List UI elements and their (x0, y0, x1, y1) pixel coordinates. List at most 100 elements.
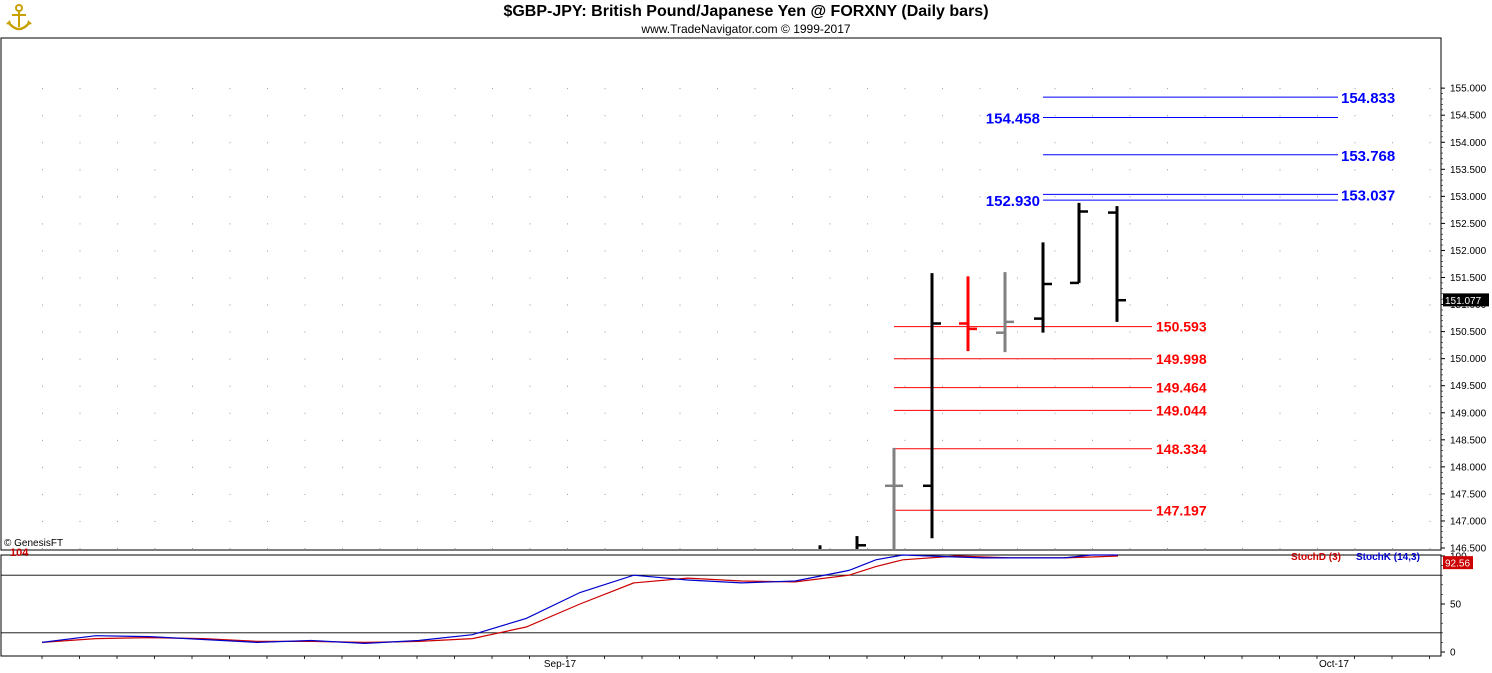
grid-dot (192, 142, 193, 144)
grid-dot (229, 412, 231, 414)
ohlc-bar (1070, 202, 1088, 285)
grid-dot (942, 520, 943, 522)
grid-dot (1129, 412, 1131, 414)
grid-dot (642, 250, 643, 252)
grid-dot (979, 548, 981, 549)
grid-dot (867, 196, 868, 198)
grid-dot (229, 277, 231, 279)
grid-dot (904, 331, 906, 333)
grid-dot (1354, 385, 1356, 387)
grid-dot (829, 88, 831, 90)
y-tick-label: 148.500 (1450, 435, 1487, 446)
grid-dot (304, 358, 306, 360)
grid-dot (642, 169, 643, 171)
y-tick-label: 154.500 (1450, 111, 1487, 122)
grid-dot (567, 520, 568, 522)
grid-dot (304, 115, 306, 117)
grid-dot (454, 385, 456, 387)
grid-dot (1354, 223, 1356, 225)
grid-dot (42, 169, 43, 171)
grid-dot (754, 115, 756, 117)
grid-dot (1242, 548, 1243, 549)
grid-dot (117, 412, 118, 414)
grid-dot (904, 88, 906, 90)
y-tick-label: 155.000 (1450, 84, 1487, 95)
grid-dot (642, 223, 643, 225)
grid-dot (679, 548, 681, 549)
grid-dot (529, 466, 531, 468)
grid-dot (529, 250, 531, 252)
red-level-label: 149.044 (1156, 402, 1207, 418)
grid-dot (304, 412, 306, 414)
grid-dot (829, 331, 831, 333)
grid-dot (417, 88, 418, 90)
grid-dot (1092, 142, 1093, 144)
grid-dot (867, 358, 868, 360)
grid-dot (42, 466, 43, 468)
grid-dot (567, 385, 568, 387)
grid-dot (1279, 439, 1281, 441)
grid-dot (1242, 412, 1243, 414)
grid-dot (1317, 385, 1318, 387)
grid-dot (979, 196, 981, 198)
ohlc-bars (818, 202, 1126, 549)
grid-dot (492, 196, 493, 198)
grid-dot (1017, 466, 1018, 468)
grid-dot (1242, 358, 1243, 360)
grid-dot (192, 412, 193, 414)
grid-dot (1092, 331, 1093, 333)
grid-dot (1429, 520, 1431, 522)
grid-dot (192, 331, 193, 333)
grid-dot (267, 548, 268, 549)
grid-dot (379, 169, 381, 171)
grid-dot (529, 223, 531, 225)
grid-dot (679, 331, 681, 333)
grid-dot (717, 358, 718, 360)
grid-dot (229, 88, 231, 90)
grid-dot (754, 250, 756, 252)
grid-dot (679, 196, 681, 198)
grid-dot (529, 520, 531, 522)
grid-dot (754, 196, 756, 198)
grid-dot (1167, 412, 1168, 414)
grid-dot (492, 250, 493, 252)
grid-dot (1092, 520, 1093, 522)
grid-dot (492, 88, 493, 90)
grid-dot (342, 223, 343, 225)
red-level-label: 150.593 (1156, 319, 1207, 335)
grid-dot (829, 196, 831, 198)
grid-dot (342, 520, 343, 522)
grid-dot (492, 385, 493, 387)
grid-dot (492, 115, 493, 117)
grid-dot (1429, 88, 1431, 90)
grid-dot (1354, 277, 1356, 279)
grid-dot (1317, 548, 1318, 549)
grid-dot (1054, 412, 1056, 414)
grid-dot (229, 304, 231, 306)
blue-level-label: 154.833 (1341, 90, 1395, 107)
grid-dot (642, 493, 643, 495)
grid-dot (267, 439, 268, 441)
grid-dot (1017, 223, 1018, 225)
grid-dot (567, 412, 568, 414)
grid-dot (942, 223, 943, 225)
grid-dot (1392, 169, 1393, 171)
grid-dot (192, 223, 193, 225)
grid-dot (904, 439, 906, 441)
grid-dot (1167, 196, 1168, 198)
grid-dot (492, 142, 493, 144)
grid-dot (642, 358, 643, 360)
y-tick-label: 154.000 (1450, 138, 1487, 149)
grid-dot (1129, 439, 1131, 441)
grid-dot (1204, 520, 1206, 522)
grid-dot (267, 385, 268, 387)
grid-dot (1429, 115, 1431, 117)
grid-dot (1317, 304, 1318, 306)
grid-dot (379, 520, 381, 522)
grid-dot (1242, 466, 1243, 468)
grid-dot (417, 493, 418, 495)
grid-dot (1354, 115, 1356, 117)
grid-dot (717, 520, 718, 522)
grid-dot (42, 520, 43, 522)
